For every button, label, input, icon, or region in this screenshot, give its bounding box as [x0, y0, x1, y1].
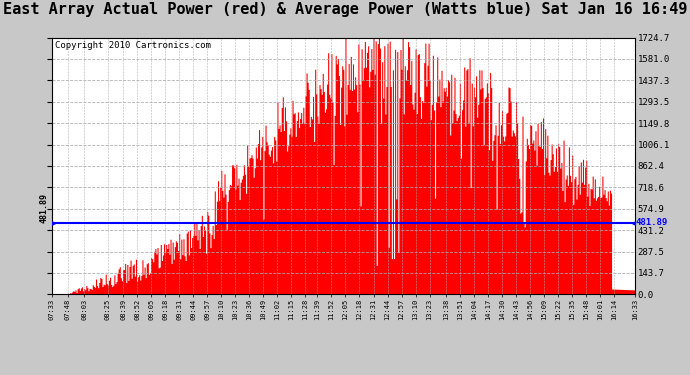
- Text: 481.89: 481.89: [40, 193, 49, 223]
- Text: 481.89: 481.89: [636, 218, 668, 227]
- Text: Copyright 2010 Cartronics.com: Copyright 2010 Cartronics.com: [55, 41, 210, 50]
- Text: East Array Actual Power (red) & Average Power (Watts blue) Sat Jan 16 16:49: East Array Actual Power (red) & Average …: [3, 2, 687, 17]
